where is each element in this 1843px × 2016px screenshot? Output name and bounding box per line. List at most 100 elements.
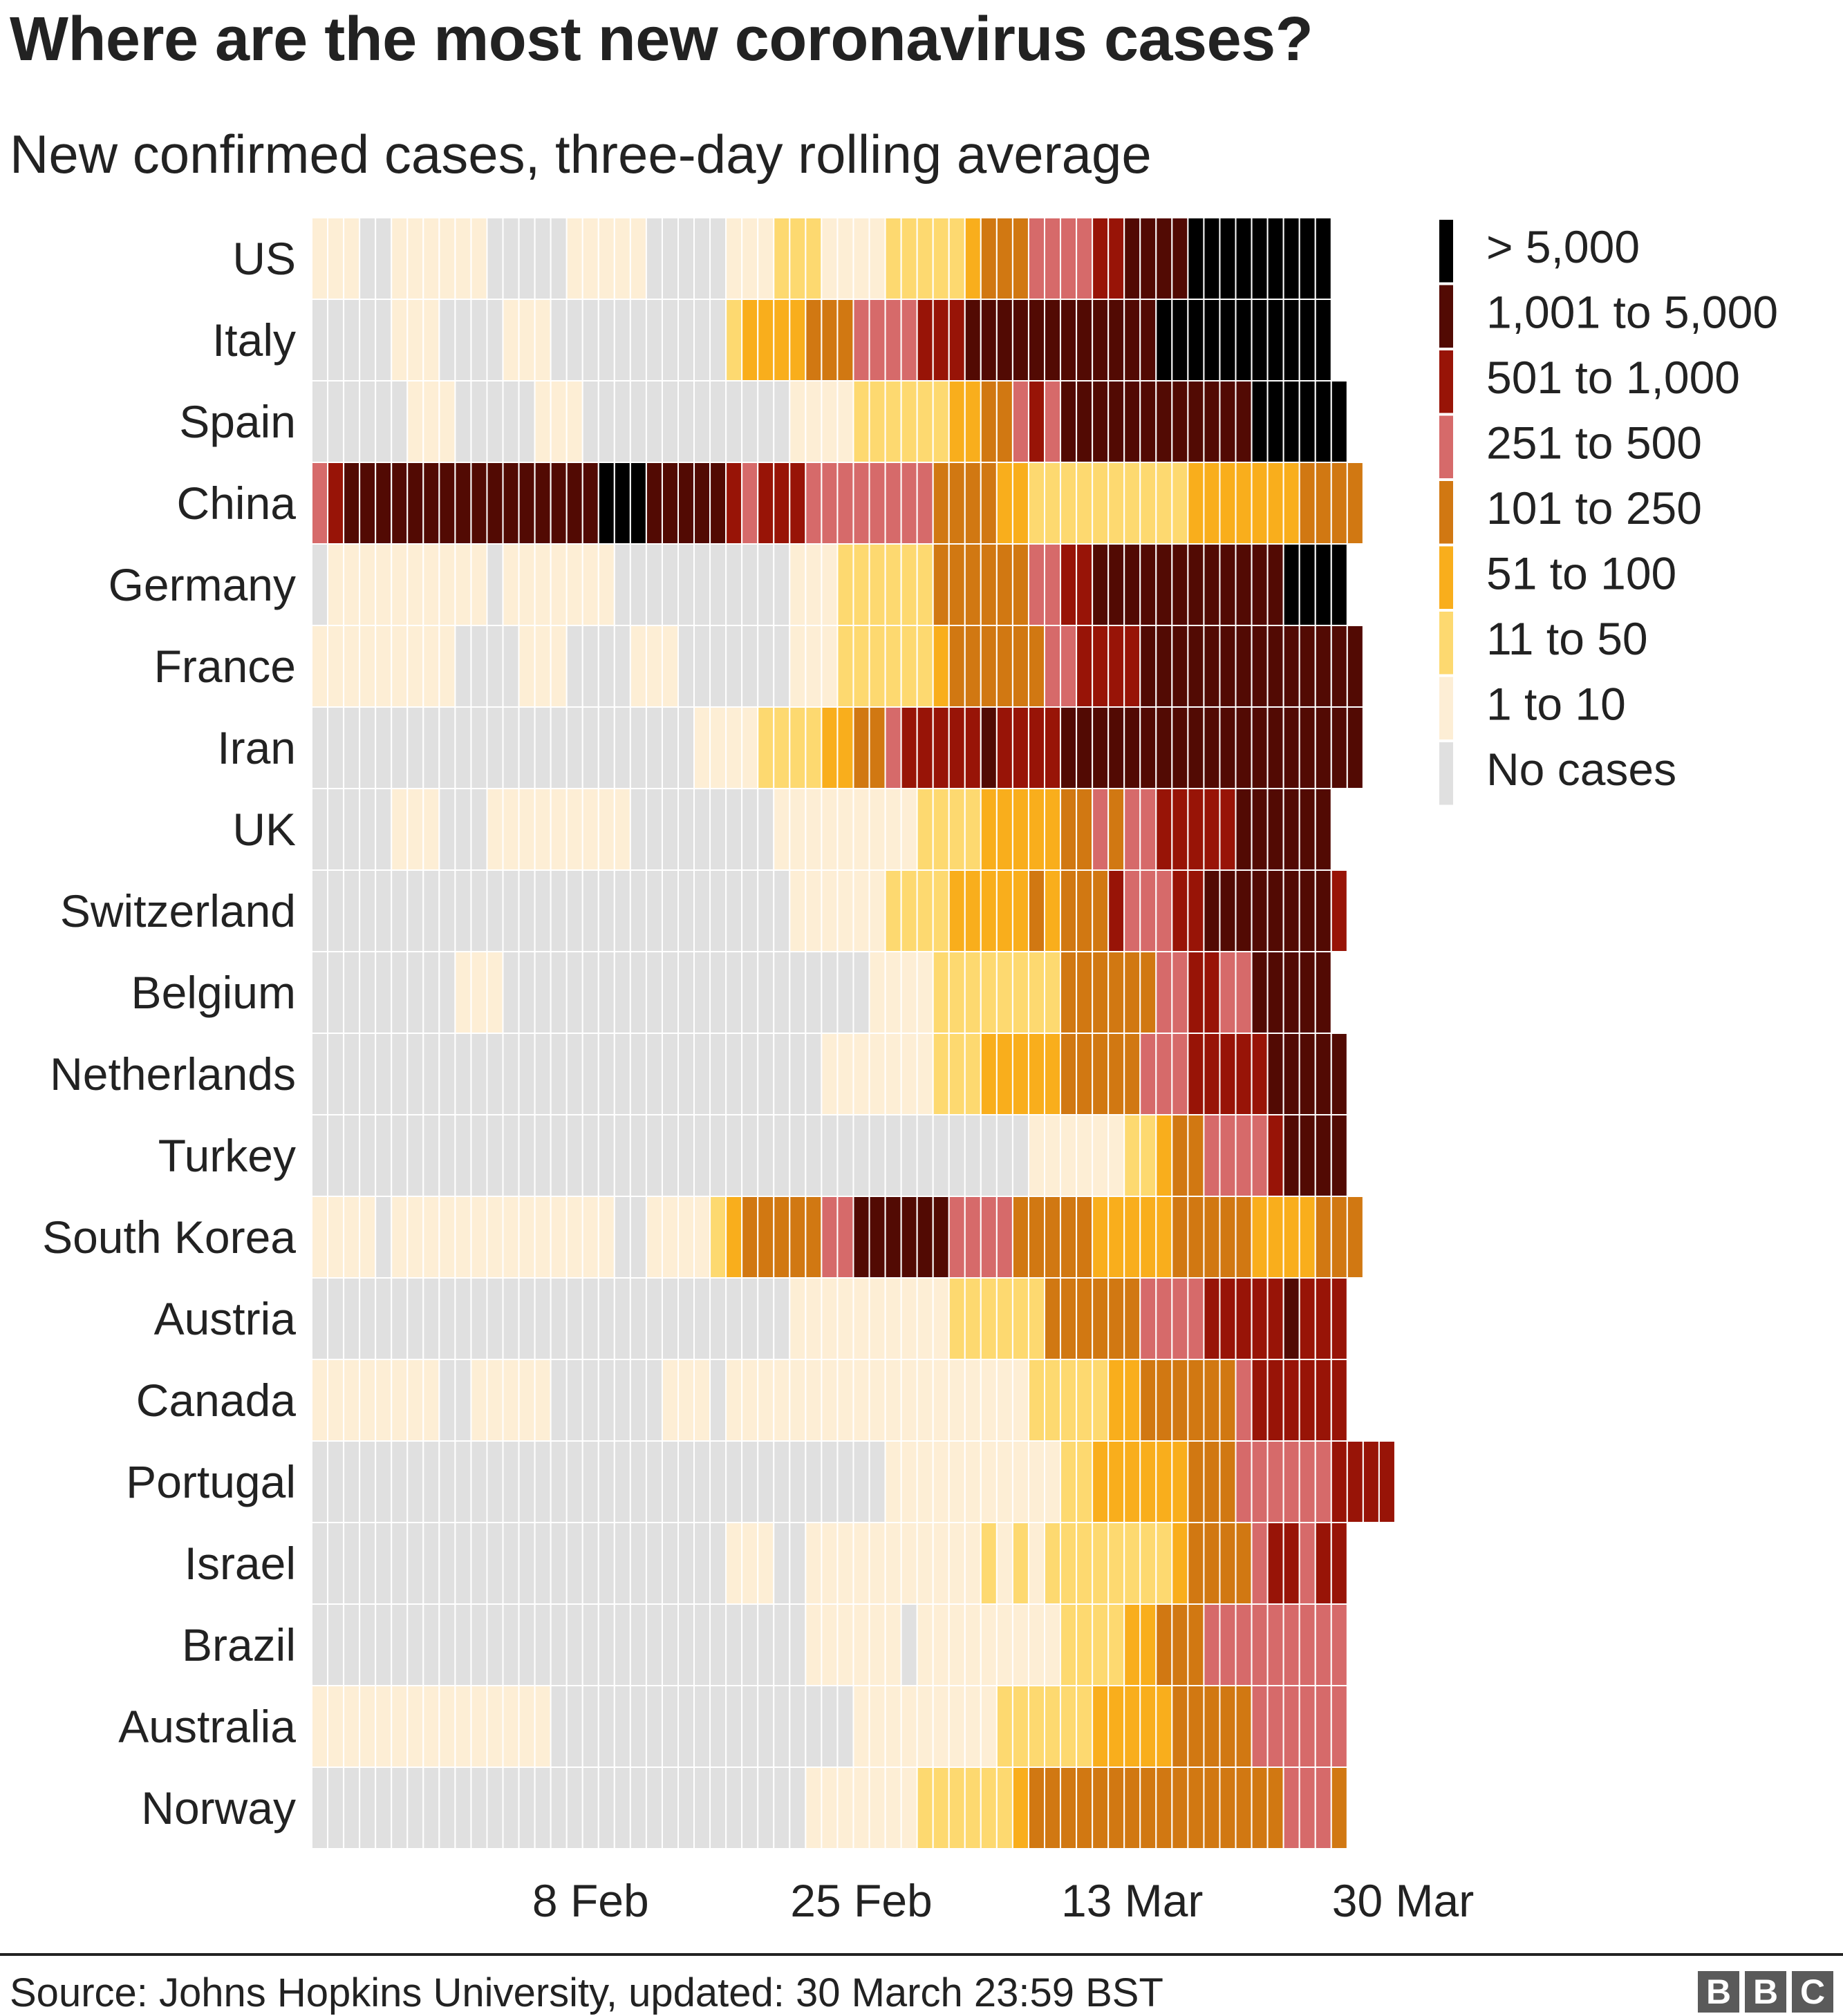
heatmap-cell [1251,1767,1269,1849]
heatmap-cell [534,951,552,1034]
heatmap-cell [406,951,424,1034]
heatmap-cell [773,706,791,789]
heatmap-cell [629,1277,647,1360]
heatmap-cell [980,1440,998,1523]
heatmap-cell [725,1767,743,1849]
heatmap-cell [1123,462,1141,545]
heatmap-cell [1266,788,1284,871]
heatmap-cell [852,1685,870,1768]
heatmap-cell [1011,869,1029,952]
heatmap-cell [1027,1685,1045,1768]
heatmap-cell [422,1440,440,1523]
heatmap-cell [1235,1114,1253,1197]
heatmap-cell [375,380,393,463]
heatmap-cell [789,706,807,789]
heatmap-cell [932,1767,950,1849]
heatmap-cell [1266,1196,1284,1279]
heatmap-cell [693,625,711,708]
heatmap-cell [741,951,759,1034]
heatmap-cell [581,462,599,545]
heatmap-cell [725,299,743,381]
heatmap-cell [518,1767,536,1849]
heatmap-cell [836,869,854,952]
heatmap-cell [1060,951,1078,1034]
heatmap-cell [613,788,631,871]
heatmap-cell [1282,1277,1300,1360]
heatmap-cell [359,1685,377,1768]
heatmap-cell [1139,1603,1157,1686]
heatmap-cell [1235,1196,1253,1279]
heatmap-cell [1076,543,1094,626]
heatmap-cell [773,951,791,1034]
heatmap-cell [1011,1114,1029,1197]
heatmap-cell [1060,625,1078,708]
heatmap-cell [1282,1685,1300,1768]
heatmap-cell [995,217,1013,300]
heatmap-cell [852,1277,870,1360]
heatmap-cell [1219,1114,1237,1197]
heatmap-cell [852,1440,870,1523]
heatmap-cell [327,1767,345,1849]
heatmap-cell [1187,1603,1205,1686]
heatmap-cell [406,1603,424,1686]
heatmap-cell [1251,380,1269,463]
heatmap-cell [629,1522,647,1605]
heatmap-cell [757,217,775,300]
heatmap-cell [1314,1196,1332,1279]
heatmap-cell [391,951,409,1034]
heatmap-cell [502,1767,520,1849]
heatmap-cell [757,1522,775,1605]
heatmap-cell [438,1685,456,1768]
heatmap-cell [454,462,472,545]
heatmap-cell [964,1114,982,1197]
heatmap-cell [916,299,934,381]
heatmap-cell [693,1114,711,1197]
heatmap-cell [1044,951,1062,1034]
heatmap-cell [693,1603,711,1686]
heatmap-cell [359,1522,377,1605]
heatmap-cell [1155,1767,1173,1849]
heatmap-cell [980,625,998,708]
heatmap-cell [1203,1033,1221,1115]
heatmap-cell [1060,1196,1078,1279]
heatmap-cell [550,299,568,381]
heatmap-cell [454,1196,472,1279]
heatmap-cell [1282,1359,1300,1442]
heatmap-cell [1092,1033,1110,1115]
heatmap-cell [311,706,329,789]
heatmap-cell [454,1603,472,1686]
heatmap-cell [932,1196,950,1279]
heatmap-cell [645,951,663,1034]
heatmap-cell [1011,1196,1029,1279]
heatmap-cell [773,788,791,871]
heatmap-cell [1235,217,1253,300]
heatmap-cell [1107,869,1125,952]
heatmap-cell [757,706,775,789]
heatmap-cell [1092,299,1110,381]
heatmap-cell [1076,706,1094,789]
heatmap-cell [438,1359,456,1442]
heatmap-cell [581,543,599,626]
heatmap-cell [1187,1359,1205,1442]
heatmap-cell [311,462,329,545]
heatmap-cell [916,1033,934,1115]
heatmap-cell [454,1114,472,1197]
heatmap-cell [661,1440,680,1523]
heatmap-cell [1314,1440,1332,1523]
heatmap-cell [565,217,583,300]
heatmap-cell [741,1522,759,1605]
heatmap-cell [645,1196,663,1279]
heatmap-cell [1187,706,1205,789]
heatmap-cell [677,788,695,871]
heatmap-cell [1060,1277,1078,1360]
heatmap-cell [661,1603,680,1686]
heatmap-cell [534,1685,552,1768]
heatmap-cell [375,299,393,381]
heatmap-cell [1298,625,1316,708]
heatmap-cell [995,1522,1013,1605]
heatmap-cell [900,1114,918,1197]
heatmap-cell [1027,1277,1045,1360]
heatmap-cell [343,788,361,871]
heatmap-cell [613,299,631,381]
heatmap-cell [597,869,615,952]
